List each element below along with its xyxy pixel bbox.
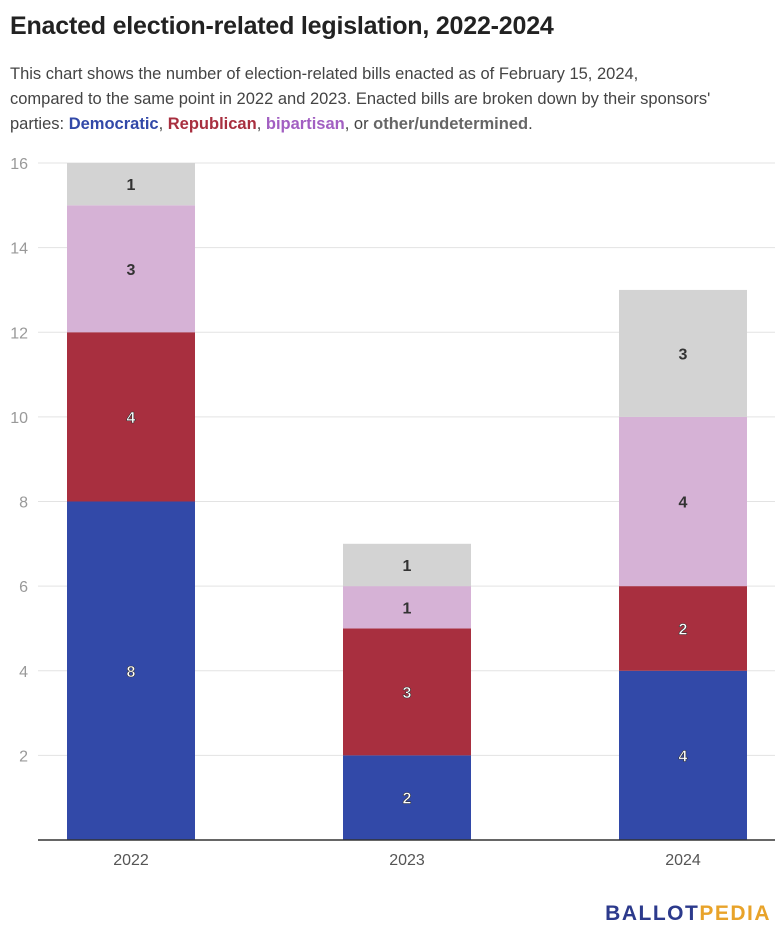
data-label: 3: [403, 685, 412, 702]
bar-segment-republican: [343, 628, 471, 756]
bar-segment-democratic: [67, 501, 195, 840]
data-label: 2: [403, 791, 412, 808]
bar-segment-bipartisan: [67, 205, 195, 333]
data-label: 1: [403, 600, 412, 617]
subtitle-sep: ,: [256, 115, 266, 133]
ballotpedia-logo: BALLOTPEDIA: [605, 902, 771, 926]
y-tick-label: 12: [10, 325, 28, 342]
data-label: 1: [403, 558, 412, 575]
chart-title: Enacted election-related legislation, 20…: [10, 12, 554, 40]
legend-republican: Republican: [167, 115, 257, 133]
subtitle-sep: ,: [158, 115, 168, 133]
data-label: 4: [679, 748, 688, 765]
data-label: 8: [127, 664, 136, 681]
data-label: 4: [679, 495, 688, 512]
data-label: 2: [679, 621, 688, 638]
y-tick-label: 10: [10, 410, 28, 427]
bar-segment-bipartisan: [619, 416, 747, 587]
y-tick-label: 16: [10, 156, 28, 173]
x-tick-label: 2024: [665, 852, 701, 869]
bar-segment-bipartisan: [343, 586, 471, 629]
data-label: 4: [127, 410, 136, 427]
bar-segment-republican: [619, 586, 747, 671]
subtitle-end: .: [528, 115, 533, 133]
bar-segment-other: [67, 163, 195, 206]
legend-democratic: Democratic: [68, 115, 159, 133]
x-tick-label: 2022: [113, 852, 149, 869]
legend-other: other/undetermined: [373, 115, 529, 133]
bar-segment-other: [619, 289, 747, 417]
y-tick-label: 6: [19, 579, 28, 596]
logo-part-pedia: PEDIA: [699, 902, 771, 925]
bar-segment-democratic: [343, 755, 471, 840]
data-label: 3: [127, 262, 136, 279]
bar-segment-democratic: [619, 670, 747, 840]
chart-subtitle: This chart shows the number of election-…: [10, 62, 775, 137]
y-tick-label: 4: [19, 664, 28, 681]
bar-segment-republican: [67, 332, 195, 502]
data-label: 1: [127, 177, 136, 194]
y-tick-label: 14: [10, 241, 28, 258]
logo-part-ballot: BALLOT: [605, 902, 700, 925]
data-label: 3: [679, 346, 688, 363]
x-tick-label: 2023: [389, 852, 425, 869]
subtitle-sep: , or: [344, 115, 374, 133]
subtitle-line-2: compared to the same point in 2022 and 2…: [10, 90, 711, 108]
subtitle-parties-prefix: parties:: [10, 115, 69, 133]
y-tick-label: 8: [19, 495, 28, 512]
stacked-bar-chart: 2 4 6 8 10 12 14 16 8 4 3 1 2022 2 3 1 1 2023 4 2 4 3 2024: [10, 156, 775, 869]
y-tick-label: 2: [19, 748, 28, 765]
subtitle-line-1: This chart shows the number of election-…: [10, 65, 639, 83]
bar-segment-other: [343, 543, 471, 587]
legend-bipartisan: bipartisan: [265, 115, 345, 133]
